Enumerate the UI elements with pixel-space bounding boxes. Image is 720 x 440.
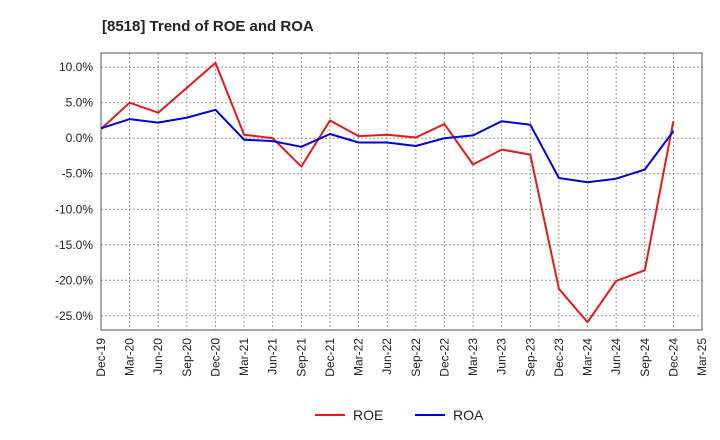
x-tick-label: Sep-22: [409, 338, 423, 377]
y-tick-label: -25.0%: [55, 309, 93, 323]
plot-frame: [100, 52, 703, 331]
x-tick-label: Jun-21: [266, 338, 280, 375]
y-tick-label: -10.0%: [55, 202, 93, 216]
series-lines: [100, 61, 675, 324]
x-tick-label: Dec-23: [552, 338, 566, 377]
chart-title: [8518] Trend of ROE and ROA: [102, 18, 314, 35]
legend-label-roe: ROE: [353, 407, 383, 423]
y-tick-label: 10.0%: [59, 60, 93, 74]
plot-background: [101, 53, 702, 330]
x-tick-label: Mar-21: [237, 338, 251, 376]
x-tick-label: Dec-20: [208, 338, 222, 377]
plot-area: [101, 53, 702, 330]
y-tick-label: -5.0%: [62, 167, 94, 181]
x-tick-label: Mar-25: [695, 338, 709, 376]
x-tick-label: Mar-20: [123, 338, 137, 376]
x-tick-label: Jun-23: [495, 338, 509, 375]
x-tick-label: Sep-21: [294, 338, 308, 377]
x-tick-label: Dec-22: [437, 338, 451, 377]
legend: ROE ROA: [315, 407, 484, 423]
legend-label-roa: ROA: [453, 407, 484, 423]
y-tick-label: -15.0%: [55, 238, 93, 252]
x-tick-label: Dec-19: [94, 338, 108, 377]
x-tick-label: Dec-21: [323, 338, 337, 377]
series-line-roa: [100, 108, 675, 184]
x-tick-label: Dec-24: [666, 338, 680, 377]
y-tick-label: 5.0%: [66, 96, 94, 110]
y-tick-label: -20.0%: [55, 273, 93, 287]
x-tick-label: Mar-23: [466, 338, 480, 376]
x-tick-label: Jun-20: [151, 338, 165, 375]
x-axis: Dec-19 Mar-20 Jun-20 Sep-20 Dec-20 Mar-21 Jun-…: [94, 338, 709, 377]
x-tick-label: Jun-24: [609, 338, 623, 375]
x-tick-label: Sep-20: [180, 338, 194, 377]
x-tick-label: Sep-23: [523, 338, 537, 377]
x-tick-label: Mar-24: [581, 338, 595, 376]
x-tick-label: Jun-22: [380, 338, 394, 375]
y-tick-label: 0.0%: [66, 131, 94, 145]
x-tick-label: Mar-22: [352, 338, 366, 376]
series-line-roe: [100, 61, 675, 324]
x-tick-label: Sep-24: [638, 338, 652, 377]
grid: [100, 52, 703, 331]
y-axis: 10.0% 5.0% 0.0% -5.0% -10.0% -15.0% -20.0% -25.…: [55, 60, 93, 323]
